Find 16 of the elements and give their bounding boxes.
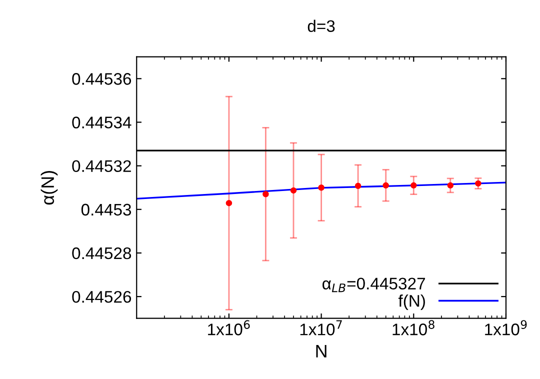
x-tick-label: 1x10$^{8}$ xyxy=(392,320,434,336)
x-tick-label: 1x10$^{6}$ xyxy=(208,320,250,336)
y-tick-label: 0.44526 xyxy=(72,290,132,303)
x-axis-title: N xyxy=(316,344,326,358)
legend-label: α$_{LB}$=0.445327 xyxy=(322,278,425,292)
x-tick-label: 1x10$^{9}$ xyxy=(485,320,527,336)
y-tick-label: 0.44528 xyxy=(72,247,132,260)
y-tick-label: 0.44534 xyxy=(72,116,132,128)
y-tick-label: 0.44536 xyxy=(72,73,132,85)
line-series xyxy=(136,182,506,200)
legend-label: f(N) xyxy=(398,294,425,310)
y-axis-title: α(N) xyxy=(40,170,58,205)
chart-title: d=3 xyxy=(308,20,335,32)
y-tick-label: 0.44532 xyxy=(72,160,131,172)
x-tick-label: 1x10$^{7}$ xyxy=(300,320,342,336)
y-tick-label: 0.4453 xyxy=(81,204,132,216)
